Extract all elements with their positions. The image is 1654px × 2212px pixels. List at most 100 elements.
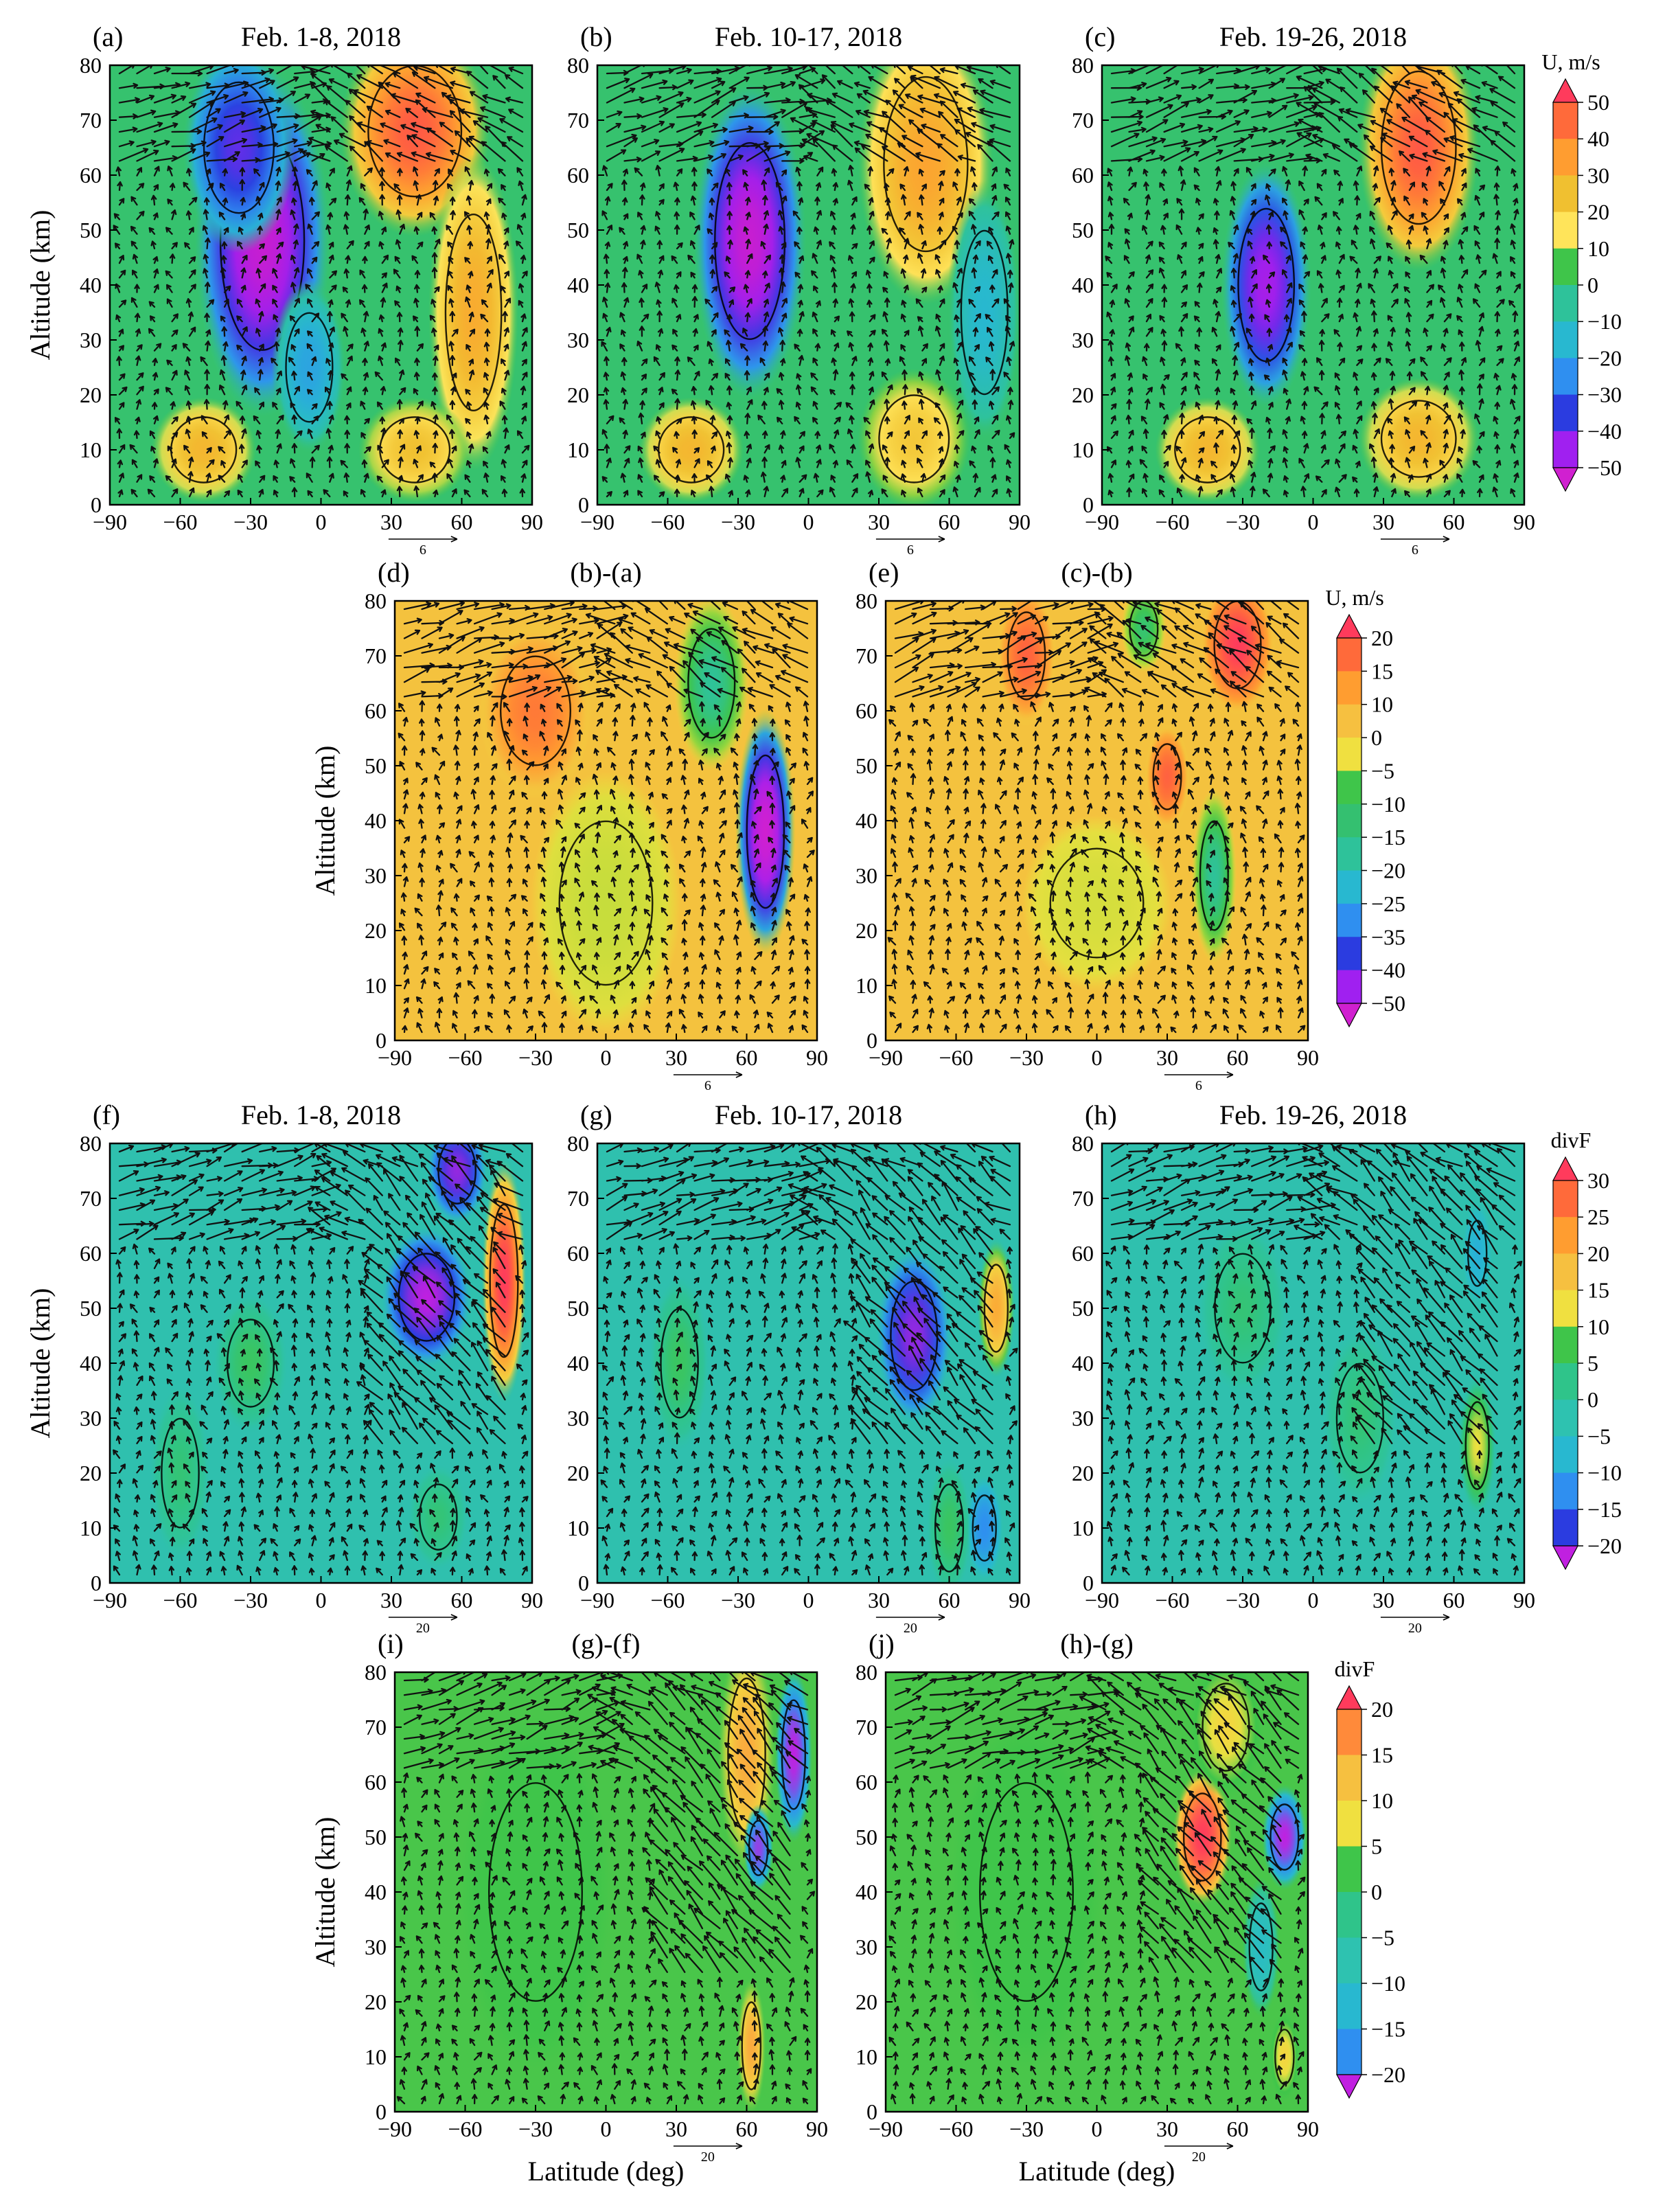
- ytick-label-j-40: 40: [855, 1880, 877, 1904]
- ytick-label-a-10: 10: [80, 437, 102, 462]
- ytick-label-i-80: 80: [365, 1660, 387, 1685]
- vector-scale-label-a: 6: [420, 543, 426, 558]
- field-feature-e-5: [1022, 815, 1172, 991]
- field-feature-c-3: [1358, 377, 1479, 501]
- ytick-label-i-70: 70: [365, 1715, 387, 1740]
- ytick-label-h-70: 70: [1072, 1186, 1094, 1211]
- colorbar-segment-cb-f-4: [1553, 1290, 1578, 1327]
- y-axis-title-d: Altitude (km): [310, 746, 341, 896]
- ytick-label-g-40: 40: [567, 1351, 589, 1376]
- ytick-label-d-50: 50: [365, 753, 387, 778]
- xtick-label-a-30: 30: [380, 510, 402, 534]
- xtick-label-e--90: −90: [869, 1045, 903, 1070]
- ytick-label-h-80: 80: [1072, 1131, 1094, 1156]
- xtick-label-i--90: −90: [378, 2117, 412, 2141]
- contour-line-c-2: [1174, 416, 1241, 483]
- colorbar-segment-cb-fd-3: [1337, 1801, 1362, 1847]
- ytick-label-d-20: 20: [365, 918, 387, 943]
- ytick-label-i-50: 50: [365, 1825, 387, 1849]
- ytick-label-j-10: 10: [855, 2044, 877, 2069]
- ytick-label-e-50: 50: [855, 753, 877, 778]
- vector-arrows-f: [113, 1143, 529, 1576]
- colorbar-title-cb-f: divF: [1551, 1128, 1592, 1152]
- colorbar-label-cb-fd-2: 10: [1371, 1788, 1393, 1813]
- ytick-label-d-80: 80: [365, 589, 387, 613]
- colorbar-label-cb-f-0: 30: [1587, 1168, 1609, 1193]
- contour-line-g-1: [983, 1264, 1009, 1353]
- ytick-label-g-30: 30: [567, 1406, 589, 1430]
- field-feature-h-2: [1197, 1220, 1288, 1396]
- contour-line-g-4: [934, 1483, 965, 1573]
- colorbar-label-cb-ud-9: −35: [1371, 924, 1405, 949]
- ytick-label-h-50: 50: [1072, 1296, 1094, 1321]
- xtick-label-j--90: −90: [869, 2117, 903, 2141]
- contour-line-g-2: [972, 1494, 997, 1562]
- colorbar-segment-cb-fd-2: [1337, 1755, 1362, 1801]
- plot-area-e: [886, 601, 1308, 1040]
- ytick-label-e-0: 0: [866, 1028, 877, 1053]
- contour-line-e-1: [1007, 611, 1046, 700]
- xtick-label-a-0: 0: [316, 510, 327, 534]
- colorbar-segment-cb-u-2: [1553, 139, 1578, 176]
- xtick-label-c-0: 0: [1308, 510, 1319, 534]
- field-feature-d-2: [674, 601, 749, 771]
- field-feature-c-1: [1358, 65, 1479, 271]
- contour-line-d-2: [687, 628, 736, 739]
- contour-line-j-5: [979, 1782, 1074, 2002]
- panel-difference-label-e: (c)-(b): [1061, 557, 1132, 588]
- colorbar-label-cb-fd-0: 20: [1371, 1697, 1393, 1722]
- ytick-label-d-10: 10: [365, 973, 387, 998]
- vector-scale-arrowhead-e: [1226, 1071, 1234, 1078]
- colorbar-segment-cb-fd-5: [1337, 1892, 1362, 1938]
- field-feature-e-2: [1145, 724, 1190, 830]
- vector-arrows-a: [113, 65, 530, 498]
- ytick-label-f-0: 0: [91, 1571, 102, 1595]
- vector-scale-label-i: 20: [701, 2150, 715, 2165]
- ytick-label-b-40: 40: [567, 273, 589, 297]
- ytick-label-e-10: 10: [855, 973, 877, 998]
- panel-letter-j: (j): [869, 1628, 895, 1659]
- field-feature-e-0: [1199, 601, 1276, 716]
- vector-field-f: [113, 1143, 529, 1576]
- colorbar-top-triangle-cb-fd: [1336, 1685, 1362, 1710]
- plot-area-c: [1102, 65, 1524, 505]
- contour-line-b-3: [878, 394, 950, 483]
- colorbar-segment-cb-f-9: [1553, 1472, 1578, 1510]
- contour-line-c-3: [1380, 400, 1457, 478]
- ytick-label-i-20: 20: [365, 1989, 387, 2014]
- ytick-label-e-40: 40: [855, 808, 877, 833]
- colorbar-top-triangle-cb-ud: [1336, 613, 1362, 639]
- xtick-label-f-0: 0: [316, 1588, 327, 1612]
- ytick-label-c-50: 50: [1072, 218, 1094, 242]
- colorbar-label-cb-u-0: 50: [1587, 90, 1609, 115]
- vector-field-d: [398, 601, 815, 1034]
- ytick-label-j-0: 0: [866, 2099, 877, 2124]
- contour-line-e-2: [1152, 743, 1182, 810]
- ytick-label-f-30: 30: [80, 1406, 102, 1430]
- colorbar-label-cb-f-9: −15: [1587, 1497, 1622, 1522]
- contour-line-a-1: [203, 81, 275, 214]
- panel-letter-i: (i): [378, 1628, 404, 1659]
- panel-f: 0 10 20 30 40 50 60 70 80 −90 −60 −30 0 30 60 90 20 Altit…: [25, 1099, 543, 1636]
- contour-line-h-1: [1465, 1401, 1490, 1490]
- ytick-label-a-80: 80: [80, 53, 102, 78]
- xtick-label-i-0: 0: [601, 2117, 612, 2141]
- field-feature-i-0: [774, 1672, 813, 1843]
- xtick-label-b-90: 90: [1009, 510, 1031, 534]
- ytick-label-j-30: 30: [855, 1935, 877, 1959]
- field-feature-c-2: [1155, 397, 1261, 503]
- field-feature-d-0: [735, 708, 796, 955]
- xtick-label-f--60: −60: [163, 1588, 197, 1612]
- ytick-label-g-50: 50: [567, 1296, 589, 1321]
- colorbar-label-cb-u-2: 30: [1587, 163, 1609, 187]
- colorbar-segment-cb-f-8: [1553, 1436, 1578, 1474]
- ytick-label-f-50: 50: [80, 1296, 102, 1321]
- colorbar-label-cb-ud-11: −50: [1371, 991, 1405, 1016]
- xtick-label-j-90: 90: [1297, 2117, 1319, 2141]
- field-feature-a-1: [182, 65, 295, 253]
- ytick-label-h-30: 30: [1072, 1406, 1094, 1430]
- colorbar-cb-u: 50 40 30 20 10 0 −10 −20 −30 −40 −50 U, m/s: [1541, 49, 1622, 492]
- xtick-label-f--90: −90: [93, 1588, 127, 1612]
- xtick-label-j--30: −30: [1009, 2117, 1044, 2141]
- colorbar-segment-cb-ud-4: [1337, 738, 1362, 771]
